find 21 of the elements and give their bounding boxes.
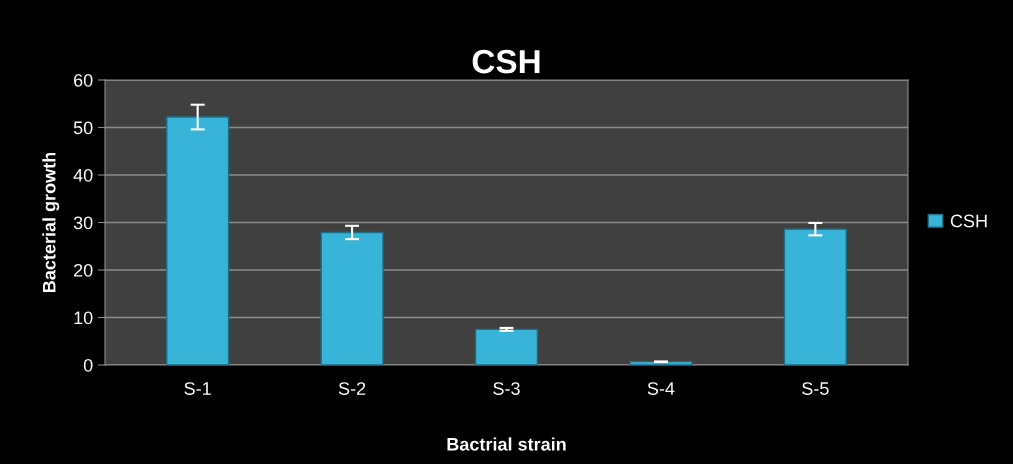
- legend-label: CSH: [950, 214, 987, 228]
- bar: [783, 228, 847, 365]
- bar: [320, 231, 384, 365]
- y-axis-title: Bacterial growth: [42, 152, 60, 293]
- x-axis-title: Bactrial strain: [447, 437, 566, 451]
- y-tick-label: 10: [74, 311, 93, 325]
- bar: [629, 360, 693, 365]
- x-tick-label: S-3: [493, 382, 520, 395]
- y-tick-label: 40: [73, 168, 93, 182]
- x-tick-label: S-4: [647, 382, 675, 395]
- y-tick-label: 60: [74, 73, 93, 87]
- y-tick-label: 20: [74, 263, 93, 277]
- y-tick-label: 0: [83, 358, 93, 372]
- x-tick-label: S-1: [184, 382, 211, 395]
- x-tick-label: S-5: [802, 382, 829, 395]
- y-tick-label: 30: [73, 216, 93, 230]
- x-tick-label: S-2: [338, 382, 366, 395]
- bar: [474, 328, 539, 365]
- bar: [166, 116, 230, 365]
- chart-title: CSH: [472, 49, 540, 74]
- y-tick-label: 50: [73, 121, 93, 135]
